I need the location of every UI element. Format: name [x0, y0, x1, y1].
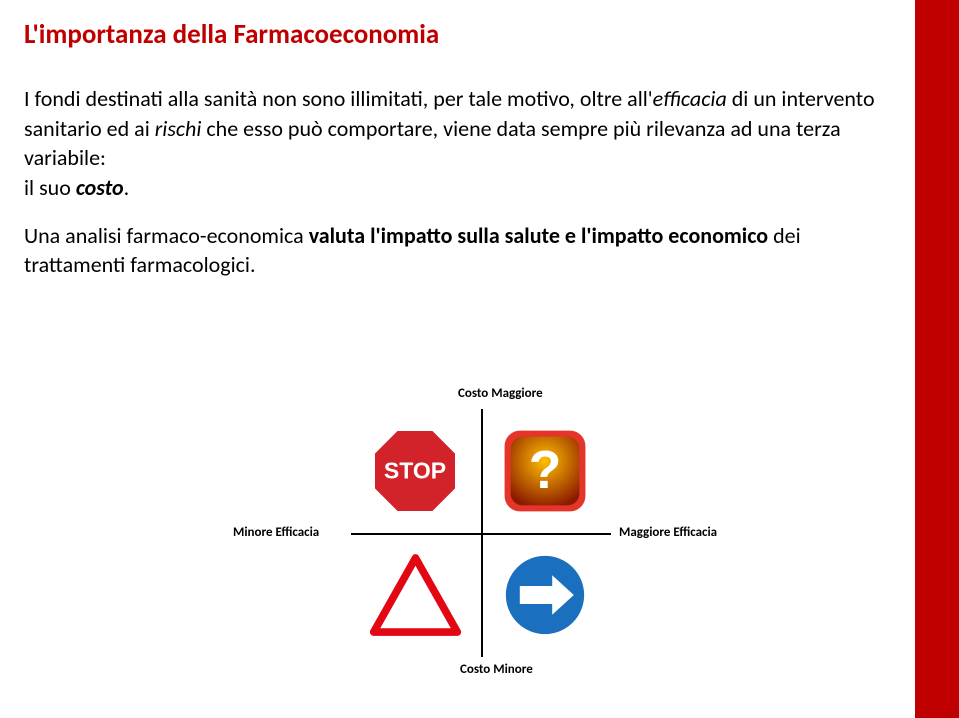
arrow-circle-icon — [490, 540, 600, 650]
axis-label-right: Maggiore Efficacia — [619, 525, 717, 540]
body-text: I fondi destinati alla sanità non sono i… — [24, 84, 904, 280]
horizontal-axis — [351, 533, 611, 535]
axis-label-bottom: Costo Minore — [460, 662, 533, 677]
svg-text:?: ? — [529, 441, 562, 500]
text-run: . — [124, 174, 130, 201]
axis-label-top: Costo Maggiore — [458, 386, 543, 401]
text-bold-emphasis: costo — [76, 174, 124, 201]
text-run: Una analisi farmaco-economica — [24, 222, 309, 249]
text-run: il suo — [24, 174, 76, 201]
text-emphasis: rischi — [155, 115, 202, 142]
axis-label-left: Minore Efficacia — [233, 525, 319, 540]
text-bold: valuta l'impatto sulla salute e l'impatt… — [309, 222, 768, 249]
text-emphasis: efficacia — [653, 85, 727, 112]
accent-bar — [915, 0, 959, 718]
text-run: I fondi destinati alla sanità non sono i… — [24, 85, 653, 112]
quadrant-diagram: Costo Maggiore Costo Minore Minore Effic… — [215, 380, 745, 700]
question-icon: ? — [490, 416, 600, 526]
slide-title: L'importanza della Farmacoeconomia — [24, 18, 439, 51]
slide: L'importanza della Farmacoeconomia I fon… — [0, 0, 959, 718]
stop-sign-icon: STOP — [360, 416, 470, 526]
svg-text:STOP: STOP — [384, 457, 446, 483]
triangle-icon — [360, 540, 470, 650]
